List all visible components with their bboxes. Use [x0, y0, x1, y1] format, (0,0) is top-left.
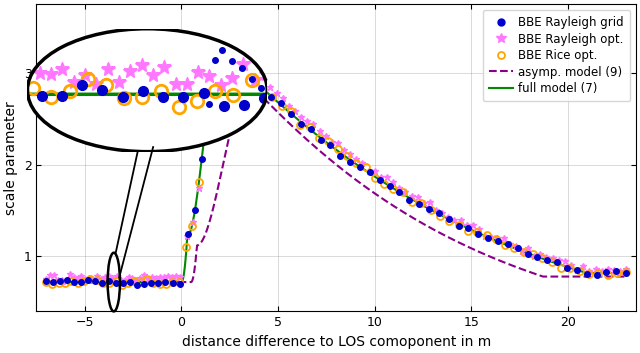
BBE Rayleigh opt. — [218, 44, 226, 48]
asymp. model (9) — [395, 207, 403, 211]
BBE Rayleigh opt. — [285, 103, 292, 108]
BBE Rayleigh opt. — [555, 258, 563, 262]
full model (7) — [380, 180, 388, 185]
BBE Rayleigh grid — [134, 283, 141, 287]
Legend: BBE Rayleigh grid, BBE Rayleigh opt., BBE Rice opt., asymp. model (9), full mode: BBE Rayleigh grid, BBE Rayleigh opt., BB… — [483, 10, 630, 101]
full model (7) — [395, 190, 403, 194]
Line: asymp. model (9): asymp. model (9) — [46, 84, 626, 282]
BBE Rice opt. — [622, 270, 630, 274]
BBE Rayleigh opt. — [500, 236, 508, 240]
asymp. model (9) — [622, 274, 630, 279]
asymp. model (9) — [380, 197, 388, 202]
BBE Rayleigh grid — [287, 112, 295, 116]
full model (7) — [42, 280, 50, 284]
Line: BBE Rayleigh opt.: BBE Rayleigh opt. — [43, 42, 630, 284]
Line: BBE Rice opt.: BBE Rice opt. — [43, 44, 630, 288]
asymp. model (9) — [245, 82, 253, 86]
BBE Rayleigh opt. — [113, 274, 120, 278]
BBE Rice opt. — [353, 161, 360, 165]
BBE Rayleigh grid — [77, 280, 85, 285]
BBE Rayleigh opt. — [622, 267, 630, 271]
BBE Rayleigh grid — [99, 281, 106, 285]
BBE Rice opt. — [399, 190, 406, 195]
BBE Rayleigh grid — [583, 272, 591, 276]
full model (7) — [622, 271, 630, 275]
asymp. model (9) — [543, 274, 550, 279]
BBE Rice opt. — [585, 272, 593, 276]
X-axis label: distance difference to LOS comoponent in m: distance difference to LOS comoponent in… — [182, 335, 491, 349]
asymp. model (9) — [413, 218, 420, 222]
BBE Rayleigh grid — [42, 279, 50, 283]
BBE Rayleigh opt. — [62, 279, 70, 283]
full model (7) — [78, 280, 86, 284]
asymp. model (9) — [483, 253, 491, 257]
Line: full model (7): full model (7) — [46, 48, 626, 282]
Line: BBE Rayleigh grid: BBE Rayleigh grid — [44, 47, 629, 287]
BBE Rayleigh opt. — [543, 255, 550, 259]
BBE Rice opt. — [201, 130, 209, 134]
BBE Rayleigh grid — [622, 271, 630, 275]
BBE Rice opt. — [427, 208, 435, 212]
full model (7) — [543, 258, 550, 262]
BBE Rice opt. — [215, 46, 223, 50]
BBE Rayleigh opt. — [42, 277, 50, 281]
BBE Rayleigh grid — [218, 48, 226, 52]
full model (7) — [413, 200, 420, 204]
full model (7) — [483, 235, 491, 239]
BBE Rayleigh opt. — [90, 277, 97, 282]
full model (7) — [216, 46, 223, 50]
BBE Rice opt. — [118, 283, 125, 287]
Y-axis label: scale parameter: scale parameter — [4, 101, 18, 215]
BBE Rayleigh grid — [258, 86, 266, 90]
asymp. model (9) — [42, 280, 50, 284]
BBE Rice opt. — [106, 281, 113, 285]
BBE Rayleigh grid — [484, 236, 492, 240]
BBE Rice opt. — [42, 280, 50, 284]
asymp. model (9) — [78, 280, 86, 284]
